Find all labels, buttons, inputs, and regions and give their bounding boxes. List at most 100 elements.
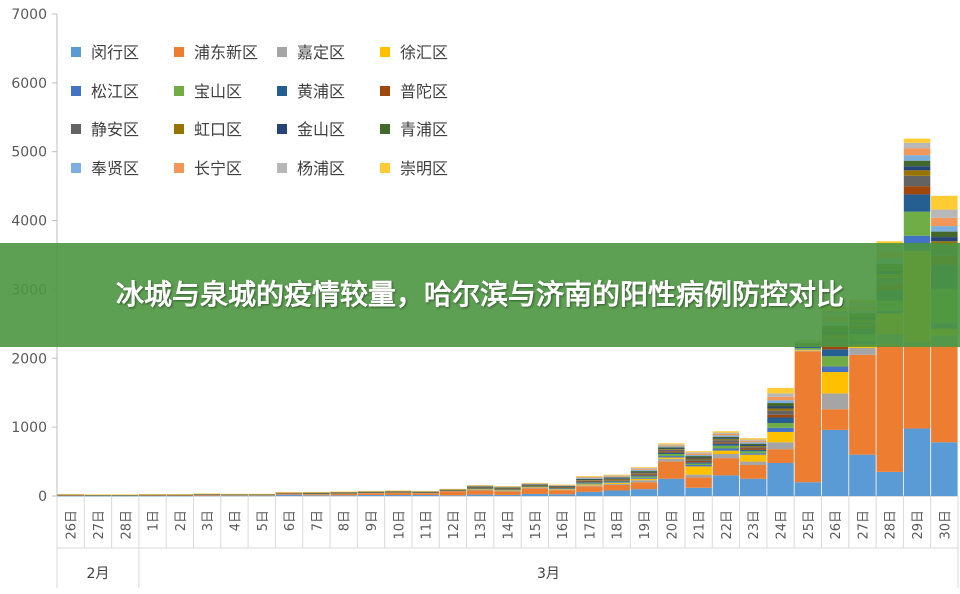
bar-segment: [303, 491, 330, 493]
bar-segment: [466, 488, 494, 489]
bar-segment: [494, 489, 521, 490]
bar-segment: [658, 444, 685, 446]
bar-segment: [685, 463, 712, 466]
bar-segment: [767, 417, 794, 424]
bar-segment: [548, 484, 576, 486]
x-tick-label: 18日: [611, 510, 626, 540]
bar-segment: [548, 485, 576, 487]
bar-segment: [739, 445, 767, 447]
bar-segment: [739, 440, 767, 443]
bar-segment: [576, 480, 603, 482]
bar-segment: [576, 478, 603, 479]
bar-segment: [739, 461, 767, 466]
bar-segment: [466, 486, 494, 487]
bar-segment: [576, 486, 603, 492]
y-tick-label: 4000: [11, 214, 47, 230]
legend-label: 闵行区: [91, 43, 139, 62]
bar-segment: [658, 449, 685, 452]
bar-segment: [712, 434, 740, 436]
bar-segment: [712, 435, 740, 437]
bar-segment: [712, 439, 740, 441]
bar-segment: [466, 485, 494, 487]
y-tick-label: 6000: [11, 76, 47, 92]
bar-segment: [576, 483, 603, 485]
bar-segment: [494, 489, 521, 491]
bar-segment: [630, 470, 658, 472]
bar-segment: [548, 487, 576, 489]
bar-segment: [275, 494, 303, 496]
bar-segment: [112, 495, 139, 497]
bar-segment: [139, 495, 166, 497]
x-tick-label: 16日: [556, 510, 571, 540]
bar-segment: [494, 491, 521, 495]
bar-segment: [439, 495, 467, 496]
bar-segment: [767, 431, 794, 443]
series-浦东新区: [57, 344, 958, 497]
bar-segment: [767, 410, 794, 415]
legend-swatch: [71, 47, 81, 57]
x-tick-label: 12日: [447, 510, 462, 540]
bar-segment: [767, 393, 794, 397]
bar-segment: [521, 483, 549, 485]
bar-segment: [193, 494, 221, 496]
legend-entry: 徐汇区: [380, 43, 448, 62]
bar-segment: [603, 476, 630, 478]
bar-segment: [385, 490, 412, 492]
legend-entry: 宝山区: [174, 82, 242, 101]
bar-segment: [439, 490, 467, 492]
x-tick-label: 24日: [775, 510, 790, 540]
legend-entry: 闵行区: [71, 43, 139, 62]
bar-segment: [330, 493, 357, 495]
x-tick-label: 28日: [884, 510, 899, 540]
bar-segment: [466, 488, 494, 489]
bar-segment: [903, 170, 931, 176]
legend-swatch: [277, 47, 287, 57]
bar-segment: [712, 458, 740, 476]
legend-swatch: [277, 163, 287, 173]
bar-segment: [494, 489, 521, 490]
bar-segment: [494, 488, 521, 489]
x-tick-label: 27日: [92, 510, 107, 540]
legend-entry: 静安区: [71, 120, 139, 139]
bar-segment: [658, 461, 685, 479]
bar-segment: [767, 442, 794, 450]
x-tick-label: 19日: [638, 510, 653, 540]
bar-segment: [821, 409, 849, 430]
bar-segment: [685, 458, 712, 460]
legend-label: 静安区: [91, 120, 139, 139]
bar-segment: [876, 471, 903, 496]
bar-segment: [712, 442, 740, 444]
bar-segment: [303, 495, 330, 496]
bar-segment: [794, 347, 822, 350]
bar-segment: [576, 482, 603, 483]
bar-segment: [466, 489, 494, 491]
bar-segment: [767, 423, 794, 428]
legend-swatch: [380, 47, 390, 57]
bar-segment: [712, 440, 740, 443]
bar-segment: [466, 487, 494, 488]
bar-segment: [739, 443, 767, 446]
bar-segment: [548, 486, 576, 488]
bar-segment: [821, 372, 849, 394]
bar-segment: [139, 494, 166, 495]
bar-segment: [548, 488, 576, 489]
bar-segment: [630, 467, 658, 469]
bar-segment: [603, 482, 630, 483]
x-tick-label: 4日: [228, 510, 243, 531]
x-tick-label: 5日: [256, 510, 271, 531]
bar-segment: [821, 356, 849, 367]
bar-segment: [712, 438, 740, 440]
bar-segment: [521, 488, 549, 494]
y-tick-label: 2000: [11, 351, 47, 367]
x-tick-label: 20日: [665, 510, 680, 540]
bar-segment: [548, 485, 576, 486]
bar-segment: [603, 478, 630, 480]
x-tick-label: 7日: [310, 510, 325, 531]
bar-segment: [903, 155, 931, 161]
bar-segment: [849, 354, 876, 455]
bar-segment: [576, 476, 603, 478]
x-tick-label: 13日: [474, 510, 489, 540]
bar-segment: [739, 448, 767, 450]
bar-segment: [385, 492, 412, 495]
bar-segment: [548, 484, 576, 486]
